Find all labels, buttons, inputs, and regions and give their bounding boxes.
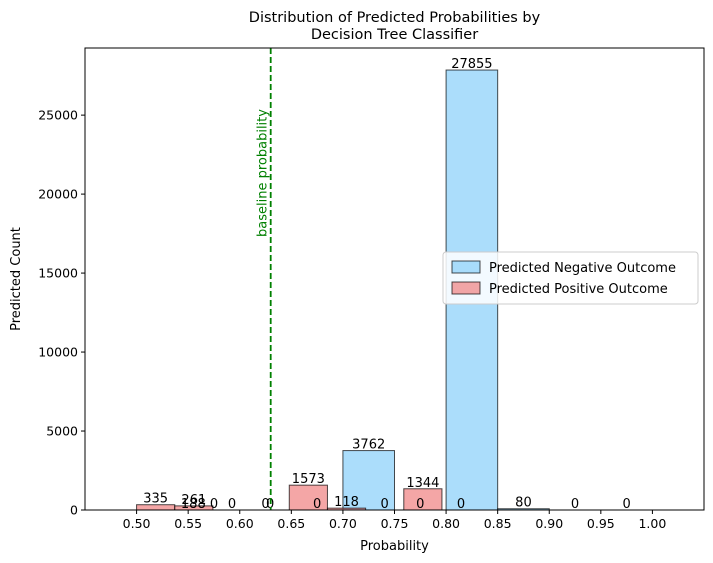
data-label: 118 (334, 495, 359, 510)
chart-title-line: Decision Tree Classifier (311, 27, 478, 43)
x-tick-label: 0.80 (432, 516, 460, 531)
y-tick-label: 20000 (38, 187, 78, 202)
data-label: 0 (228, 497, 236, 512)
data-label: 0 (261, 497, 269, 512)
baseline: baseline probability (256, 48, 272, 510)
legend-swatch (451, 260, 481, 274)
data-label: 261 (181, 493, 206, 508)
x-tick-label: 1.00 (638, 516, 666, 531)
bar-positive (288, 484, 328, 511)
x-axis: 0.50 0.55 0.60 0.65 0.70 0.75 0.80 0.85 0.90 0.95… (123, 510, 666, 531)
y-axis-label: Predicted Count (9, 227, 24, 331)
legend-item-label: Predicted Positive Outcome (489, 282, 668, 297)
legend-item-label: Predicted Negative Outcome (489, 261, 676, 276)
y-tick-label: 25000 (38, 108, 78, 123)
legend-box (442, 251, 699, 305)
data-label: 335 (143, 492, 168, 507)
x-tick-label: 0.90 (535, 516, 563, 531)
x-tick-label: 0.70 (329, 516, 357, 531)
data-label: 27855 (451, 57, 492, 72)
data-label: 0 (457, 497, 465, 512)
x-tick-label: 0.55 (174, 516, 202, 531)
data-label: 0 (622, 497, 630, 512)
bar-negative (342, 450, 395, 511)
data-label: 0 (210, 497, 218, 512)
x-tick-label: 0.60 (226, 516, 254, 531)
data-label: 1573 (292, 472, 325, 487)
x-tick-label: 0.50 (123, 516, 151, 531)
data-label: 80 (515, 496, 532, 511)
data-label: 0 (313, 497, 321, 512)
legend[interactable]: Predicted Negative Outcome Predicted Posi… (442, 251, 699, 305)
data-label: 3762 (352, 438, 385, 453)
y-axis: 0 5000 10000 15000 20000 25000 (38, 108, 85, 518)
y-tick-label: 5000 (46, 424, 78, 439)
data-label: 1344 (406, 476, 439, 491)
x-tick-label: 0.75 (381, 516, 409, 531)
data-label: 0 (266, 497, 274, 512)
baseline-label: baseline probability (256, 109, 271, 237)
x-tick-label: 0.85 (484, 516, 512, 531)
y-tick-label: 15000 (38, 266, 78, 281)
x-tick-label: 0.95 (587, 516, 615, 531)
y-tick-label: 10000 (38, 345, 78, 360)
data-label: 0 (416, 497, 424, 512)
legend-swatch (451, 281, 481, 295)
x-tick-label: 0.65 (277, 516, 305, 531)
data-label: 188 (181, 497, 206, 512)
y-tick-label: 0 (70, 503, 78, 518)
x-axis-label: Probability (360, 539, 429, 554)
data-label: 0 (571, 497, 579, 512)
data-label: 0 (381, 497, 389, 512)
chart-title-line: Distribution of Predicted Probabilities … (249, 10, 541, 26)
chart-title: Distribution of Predicted Probabilities … (249, 10, 541, 43)
